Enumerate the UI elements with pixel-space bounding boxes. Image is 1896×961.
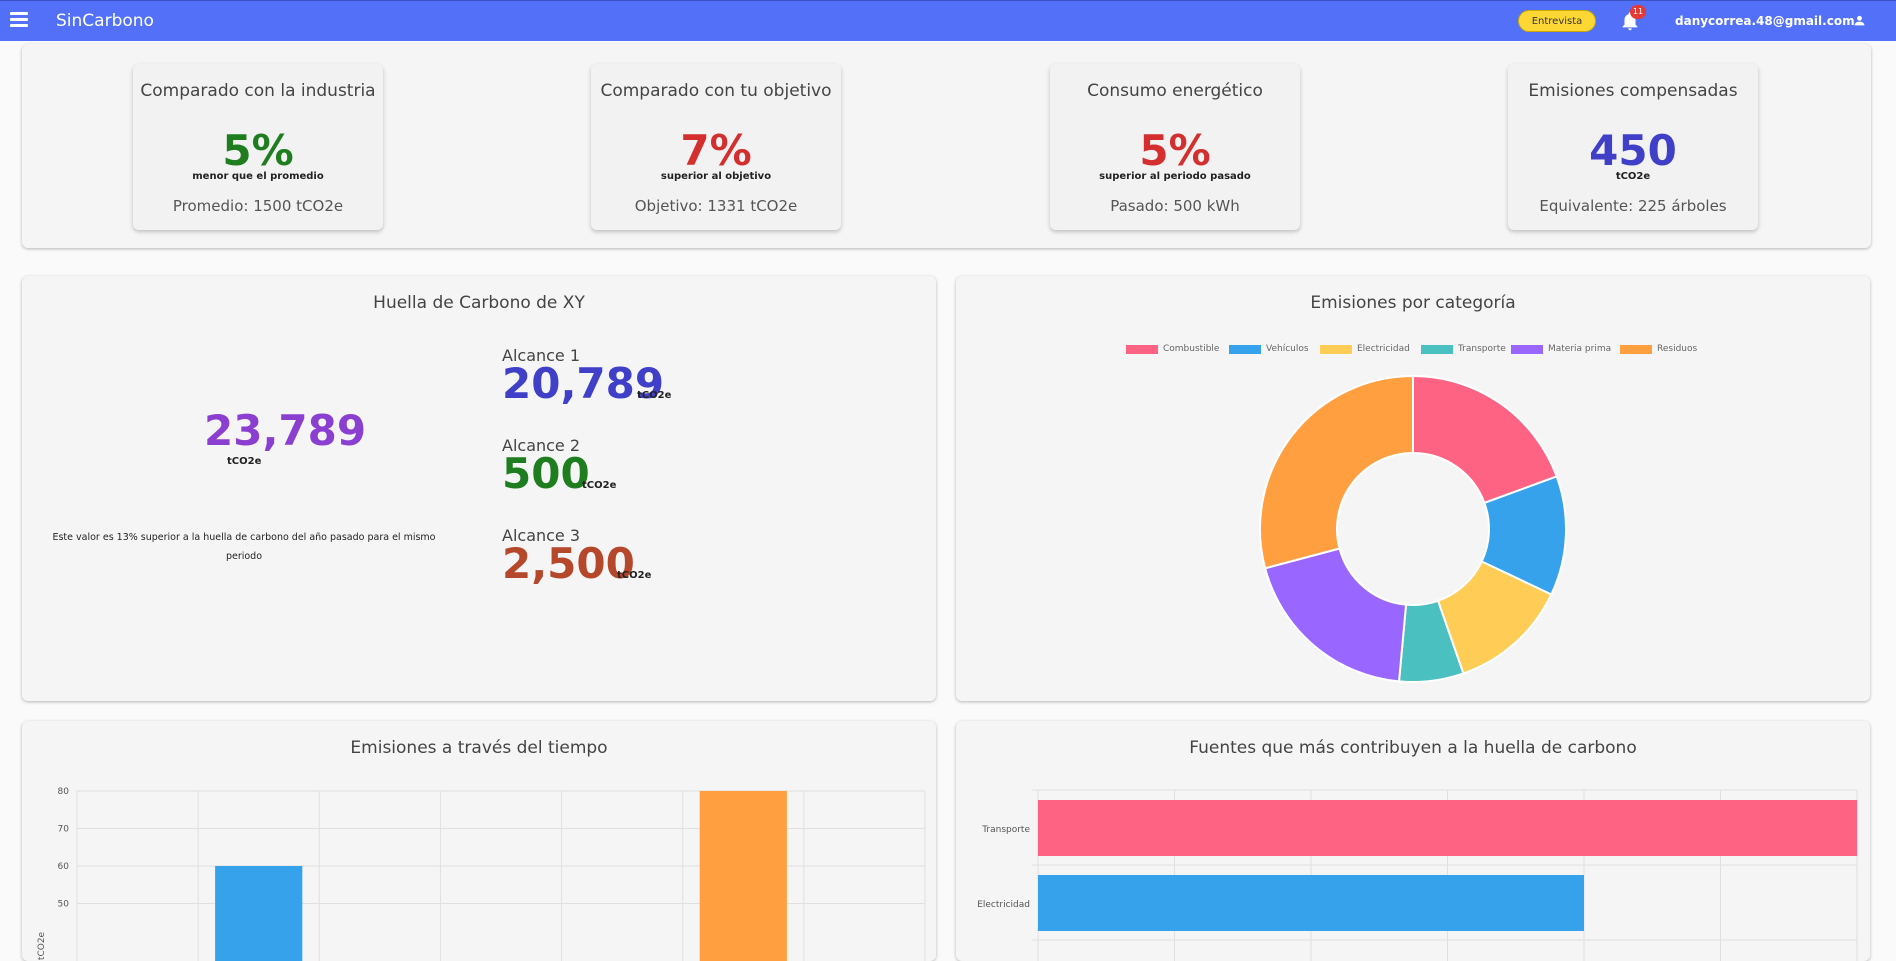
donut-legend: Combustible Vehículos Electricidad Trans…: [956, 344, 1870, 356]
kpi-value: 7%: [680, 126, 752, 175]
footprint-card: Huella de Carbono de XY 23,789 tCO2e Est…: [22, 276, 936, 701]
kpi-card-energy: Consumo energético 5% superior al period…: [1050, 64, 1300, 230]
sources-card: Fuentes que más contribuyen a la huella …: [956, 721, 1870, 961]
total-footprint-value: 23,789: [204, 406, 367, 455]
legend-swatch: [1421, 345, 1453, 354]
scope-1-unit: tCO2e: [637, 390, 672, 401]
legend-label: Residuos: [1657, 344, 1698, 354]
y-tick-label: 80: [58, 787, 70, 797]
card-title: Fuentes que más contribuyen a la huella …: [1189, 738, 1637, 758]
scope-2-label: Alcance 2: [502, 436, 581, 455]
scope-2-unit: tCO2e: [582, 480, 617, 491]
kpi-footer: Pasado: 500 kWh: [1110, 197, 1240, 215]
donut-slice-materia-prima[interactable]: [1263, 547, 1408, 683]
time-card: Emisiones a través del tiempo 80 70 60 50 tC…: [22, 721, 936, 961]
legend-swatch: [1320, 345, 1352, 354]
category-label: Transporte: [981, 825, 1030, 835]
app-bar: SinCarbono Entrevista 11 danycorrea.48@g…: [0, 0, 1896, 41]
menu-icon[interactable]: [10, 12, 28, 28]
kpi-card-industry: Comparado con la industria 5% menor que …: [133, 64, 383, 230]
top-sources-chart[interactable]: Transporte Electricidad: [956, 721, 1870, 961]
legend-swatch: [1511, 345, 1543, 354]
legend-label: Combustible: [1163, 344, 1220, 354]
time-bar[interactable]: [215, 866, 303, 961]
donut-slice-residuos[interactable]: [1259, 374, 1414, 570]
card-title: Emisiones por categoría: [1310, 293, 1516, 313]
kpi-footer: Objetivo: 1331 tCO2e: [634, 197, 798, 215]
scope-2-value: 500: [502, 449, 590, 498]
scope-3-value: 2,500: [502, 539, 635, 588]
total-footprint-unit: tCO2e: [227, 456, 262, 467]
emissions-over-time-chart[interactable]: 80 70 60 50 tCO2e: [22, 721, 936, 961]
donut-slice-combustible[interactable]: [1412, 374, 1558, 505]
y-tick-label: 70: [58, 825, 70, 835]
category-donut-chart[interactable]: [956, 276, 1870, 701]
category-card: Emisiones por categoría Combustible Vehí…: [956, 276, 1870, 701]
y-axis-title: tCO2e: [37, 931, 47, 960]
card-title: Huella de Carbono de XY: [373, 293, 585, 313]
scope-3-unit: tCO2e: [617, 570, 652, 581]
kpi-subtitle: superior al objetivo: [660, 171, 772, 182]
legend-swatch: [1620, 345, 1652, 354]
kpi-card-offset: Emisiones compensadas 450 tCO2e Equivale…: [1508, 64, 1758, 230]
legend-swatch: [1229, 345, 1261, 354]
kpi-title: Consumo energético: [1087, 81, 1263, 101]
user-icon[interactable]: [1853, 14, 1866, 27]
kpi-value: 5%: [222, 126, 294, 175]
interview-chip[interactable]: Entrevista: [1518, 10, 1596, 32]
legend-label: Electricidad: [1357, 344, 1410, 354]
kpi-footer: Promedio: 1500 tCO2e: [172, 197, 344, 215]
notification-badge: 11: [1630, 5, 1646, 19]
y-tick-label: 60: [58, 862, 70, 872]
user-email[interactable]: danycorrea.48@gmail.com: [1675, 14, 1855, 28]
kpi-value: 5%: [1139, 126, 1211, 175]
category-label: Electricidad: [977, 900, 1030, 910]
kpi-footer: Equivalente: 225 árboles: [1539, 197, 1727, 215]
source-bar[interactable]: [1038, 875, 1584, 931]
kpi-title: Emisiones compensadas: [1528, 81, 1738, 101]
scope-3-label: Alcance 3: [502, 526, 581, 545]
legend-label: Materia prima: [1548, 344, 1612, 354]
kpi-title: Comparado con la industria: [140, 81, 376, 101]
time-bar[interactable]: [699, 791, 787, 961]
kpi-subtitle: tCO2e: [1615, 171, 1651, 182]
legend-label: Vehículos: [1266, 344, 1309, 354]
card-title: Emisiones a través del tiempo: [350, 738, 608, 758]
kpi-title: Comparado con tu objetivo: [600, 81, 832, 101]
kpi-subtitle: menor que el promedio: [192, 171, 324, 182]
scope-1-value: 20,789: [502, 359, 665, 408]
kpi-value: 450: [1589, 126, 1677, 175]
scope-1-label: Alcance 1: [502, 346, 581, 365]
y-tick-label: 50: [58, 900, 70, 910]
kpi-card-objective: Comparado con tu objetivo 7% superior al…: [591, 64, 841, 230]
source-bar[interactable]: [1038, 800, 1857, 856]
app-title[interactable]: SinCarbono: [56, 11, 154, 31]
kpi-subtitle: superior al periodo pasado: [1099, 171, 1251, 182]
legend-label: Transporte: [1458, 344, 1506, 354]
legend-swatch: [1126, 345, 1158, 354]
comparison-note: Este valor es 13% superior a la huella d…: [52, 532, 436, 562]
